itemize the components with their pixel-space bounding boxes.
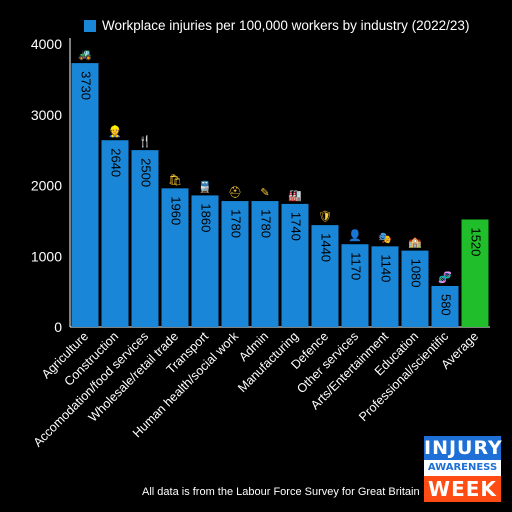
bar bbox=[161, 188, 189, 327]
hard-hat-icon: ⛑ bbox=[228, 186, 242, 199]
bar-value-label: 1740 bbox=[289, 212, 304, 241]
bar bbox=[281, 203, 309, 327]
train-icon: 🚆 bbox=[198, 180, 212, 193]
injury-awareness-week-logo: INJURY AWARENESS WEEK bbox=[424, 436, 503, 502]
bar bbox=[101, 140, 129, 327]
bar bbox=[401, 250, 429, 327]
legend: Workplace injuries per 100,000 workers b… bbox=[84, 18, 469, 33]
tractor-icon: 🚜 bbox=[78, 49, 92, 61]
bar-value-label: 1960 bbox=[169, 196, 184, 225]
shield-icon: 🛡 bbox=[318, 210, 332, 223]
bar-value-label: 1140 bbox=[379, 254, 394, 282]
logo-line-2: AWARENESS bbox=[424, 460, 501, 476]
bar-value-label: 1170 bbox=[349, 252, 364, 280]
logo-line-3: WEEK bbox=[424, 476, 501, 502]
bar bbox=[311, 225, 339, 327]
legend-label: Workplace injuries per 100,000 workers b… bbox=[102, 18, 470, 33]
bar bbox=[371, 246, 399, 327]
bar-value-label: 1780 bbox=[259, 209, 274, 238]
worker-helmet-icon: 👷 bbox=[108, 125, 122, 138]
bar bbox=[431, 285, 459, 327]
y-tick-label: 1000 bbox=[31, 248, 62, 264]
y-tick-label: 0 bbox=[54, 319, 62, 335]
bar-value-label: 2640 bbox=[109, 148, 124, 177]
bar bbox=[131, 150, 159, 327]
bar-value-label: 1860 bbox=[199, 203, 214, 232]
cutlery-icon: 🍴 bbox=[138, 135, 152, 148]
source-note: All data is from the Labour Force Survey… bbox=[142, 486, 420, 498]
y-tick-label: 2000 bbox=[31, 178, 62, 194]
bar bbox=[461, 219, 489, 327]
y-tick-label: 4000 bbox=[31, 36, 62, 52]
office-worker-icon: 👤 bbox=[348, 229, 362, 242]
bar bbox=[251, 201, 279, 327]
pencil-icon: ✎ bbox=[260, 187, 269, 199]
dna-icon: 🧬 bbox=[438, 270, 452, 284]
bar-value-label: 2500 bbox=[139, 158, 154, 187]
legend-swatch bbox=[84, 19, 96, 32]
bar-value-label: 1780 bbox=[229, 209, 244, 238]
shopping-bags-icon: 🛍 bbox=[168, 173, 182, 186]
bar-value-label: 580 bbox=[439, 294, 454, 316]
bar-value-label: 1440 bbox=[319, 233, 334, 262]
bar-value-label: 1080 bbox=[409, 259, 424, 288]
bar-value-label: 1520 bbox=[469, 227, 484, 256]
bar bbox=[71, 63, 99, 327]
bar bbox=[191, 195, 219, 327]
y-tick-label: 3000 bbox=[31, 107, 62, 123]
bar-value-label: 3730 bbox=[79, 71, 94, 100]
bar bbox=[221, 201, 249, 327]
school-icon: 🏫 bbox=[408, 237, 422, 249]
factory-icon: 🏭 bbox=[288, 189, 302, 202]
logo-line-1: INJURY bbox=[424, 436, 503, 460]
bar bbox=[341, 244, 369, 327]
theatre-masks-icon: 🎭 bbox=[378, 232, 392, 244]
